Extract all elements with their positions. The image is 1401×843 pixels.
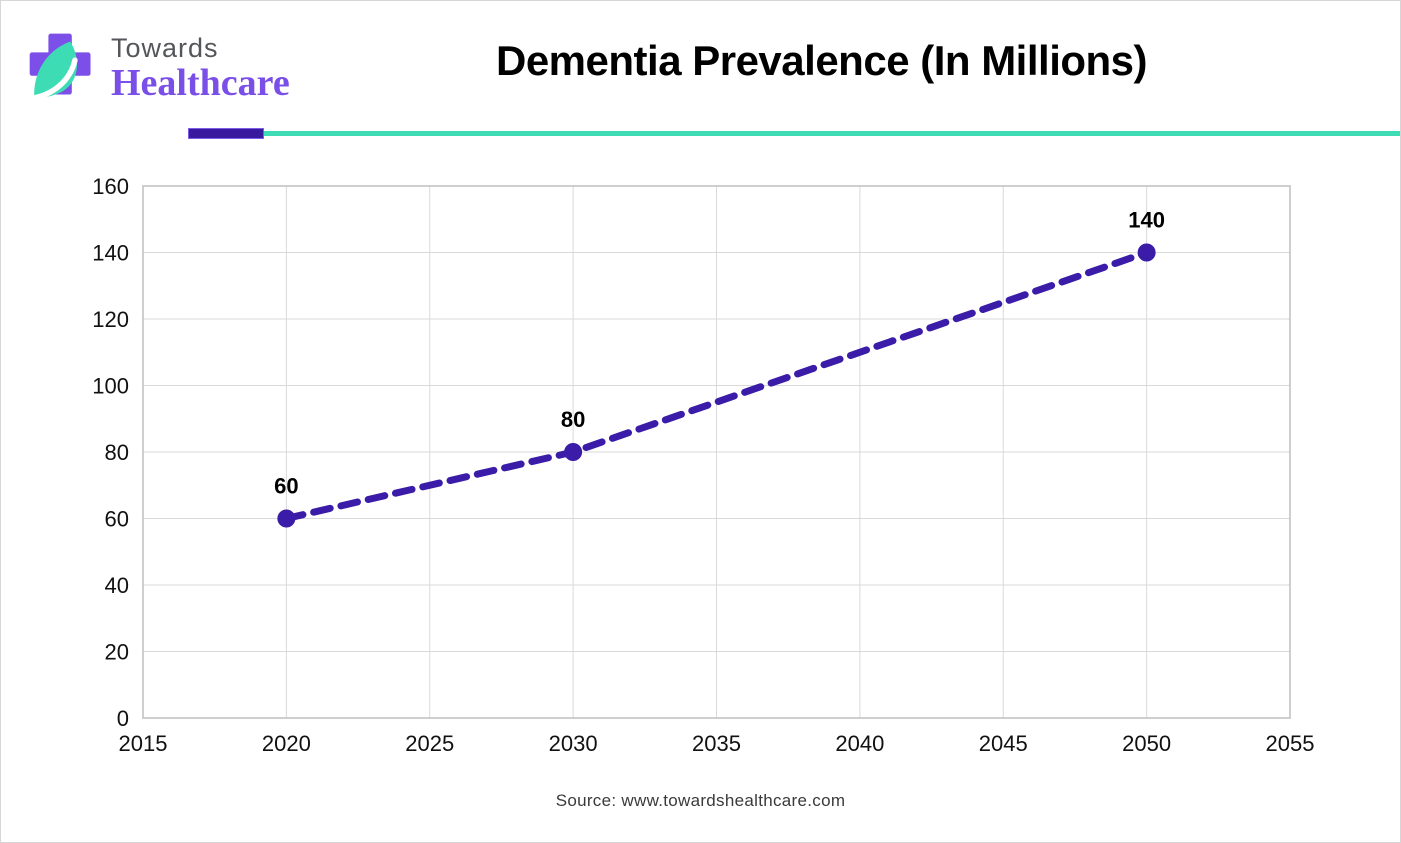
divider-teal-line bbox=[264, 131, 1400, 136]
divider-accent-bar bbox=[188, 128, 264, 139]
x-tick-label: 2020 bbox=[262, 731, 311, 756]
data-point-label: 60 bbox=[274, 474, 298, 499]
y-tick-label: 100 bbox=[92, 374, 129, 399]
y-tick-label: 20 bbox=[105, 640, 129, 665]
y-tick-label: 40 bbox=[105, 573, 129, 598]
x-tick-label: 2035 bbox=[692, 731, 741, 756]
chart-title: Dementia Prevalence (In Millions) bbox=[495, 37, 1148, 84]
logo-cross-leaf-icon bbox=[28, 33, 91, 102]
plot-border bbox=[142, 185, 1291, 719]
y-tick-label: 160 bbox=[92, 174, 129, 199]
y-tick-label: 120 bbox=[92, 307, 129, 332]
x-tick-label: 2015 bbox=[119, 731, 168, 756]
y-tick-label: 140 bbox=[92, 241, 129, 266]
logo-healthcare-text: Healthcare bbox=[111, 62, 290, 104]
source-attribution: Source: www.towardshealthcare.com bbox=[555, 791, 846, 810]
x-tick-label: 2045 bbox=[979, 731, 1028, 756]
data-point-marker bbox=[277, 509, 296, 528]
y-tick-label: 80 bbox=[105, 440, 129, 465]
x-tick-label: 2040 bbox=[835, 731, 884, 756]
y-tick-label: 60 bbox=[105, 507, 129, 532]
data-point-label: 80 bbox=[561, 407, 585, 432]
x-tick-label: 2030 bbox=[549, 731, 598, 756]
y-tick-label: 0 bbox=[117, 706, 129, 731]
logo-towards-text: Towards bbox=[111, 33, 219, 63]
data-point-label: 140 bbox=[1128, 208, 1165, 233]
data-point-marker bbox=[564, 443, 583, 461]
data-point-marker bbox=[1137, 243, 1156, 262]
towards-healthcare-logo: Towards Healthcare bbox=[25, 29, 290, 107]
x-tick-label: 2025 bbox=[405, 731, 454, 756]
x-tick-label: 2055 bbox=[1266, 731, 1315, 756]
x-tick-label: 2050 bbox=[1122, 731, 1171, 756]
logo-wordmark: Towards Healthcare bbox=[111, 29, 290, 104]
